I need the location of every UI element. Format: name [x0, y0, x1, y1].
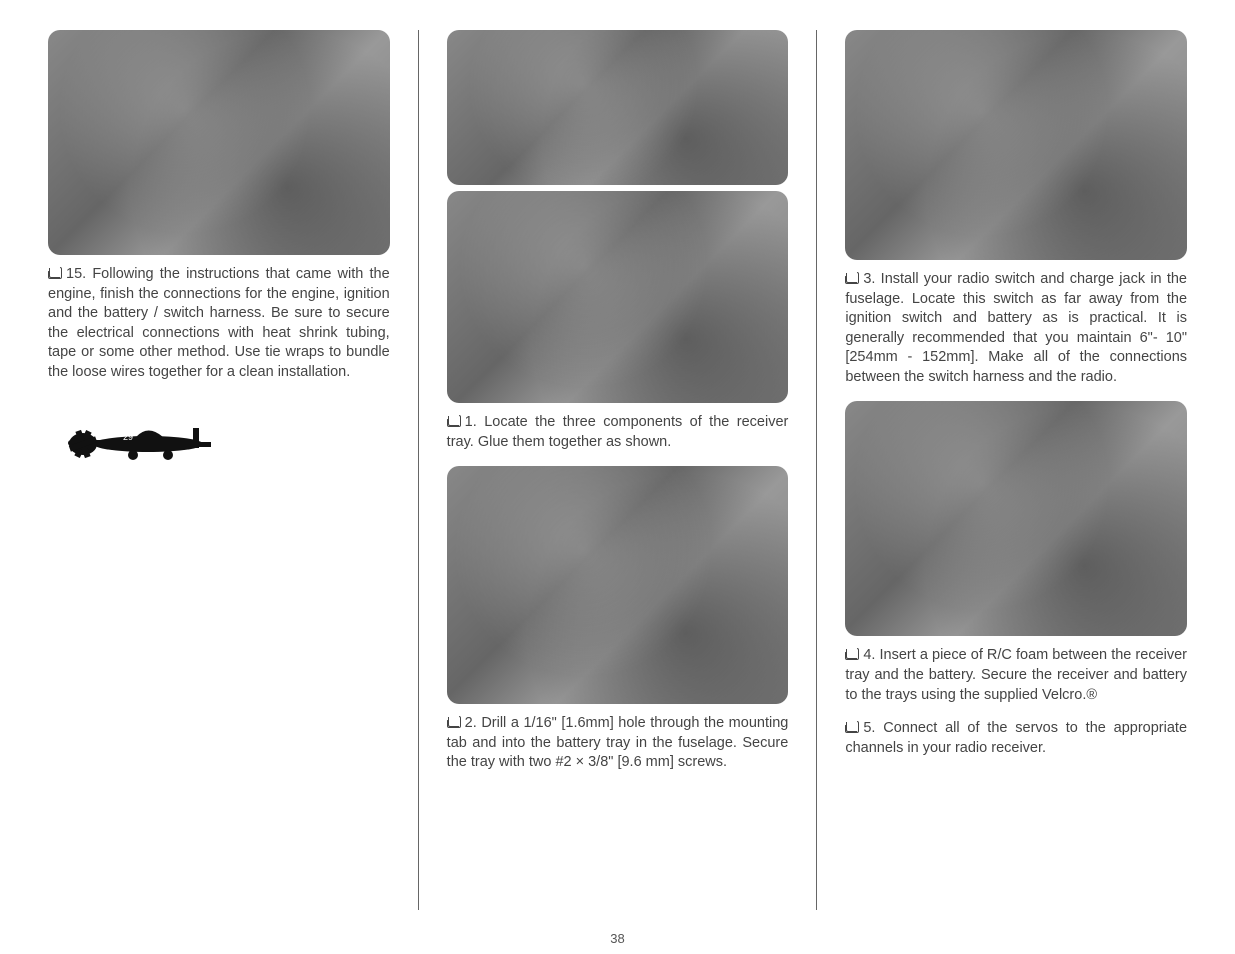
step-4: 4. Insert a piece of R/C foam between th… [845, 646, 1187, 705]
photo-switch-install [845, 30, 1187, 260]
column-3: 3. Install your radio switch and charge … [845, 30, 1187, 910]
checkbox-icon [447, 716, 461, 728]
photo-tray-flat [447, 30, 789, 185]
column-1: 15. Following the instructions that came… [48, 30, 390, 910]
step-5-text: 5. Connect all of the servos to the appr… [845, 720, 1187, 756]
step-1-text: 1. Locate the three components of the re… [447, 414, 789, 450]
step-15-text: 15. Following the instructions that came… [48, 266, 390, 380]
step-5: 5. Connect all of the servos to the appr… [845, 719, 1187, 758]
checkbox-icon [845, 721, 859, 733]
svg-text:29: 29 [123, 432, 133, 442]
column-divider-1 [418, 30, 419, 910]
step-4-text: 4. Insert a piece of R/C foam between th… [845, 647, 1187, 702]
column-2: 1. Locate the three components of the re… [447, 30, 789, 910]
photo-tray-mounted [447, 466, 789, 704]
page-layout: 15. Following the instructions that came… [48, 30, 1187, 910]
checkbox-icon [845, 648, 859, 660]
checkbox-icon [48, 267, 62, 279]
step-15: 15. Following the instructions that came… [48, 265, 390, 382]
checkbox-icon [845, 272, 859, 284]
checkbox-icon [447, 415, 461, 427]
aircraft-silhouette: 29 [48, 404, 218, 479]
photo-receiver-battery [845, 401, 1187, 636]
step-2: 2. Drill a 1/16" [1.6mm] hole through th… [447, 714, 789, 773]
step-3-text: 3. Install your radio switch and charge … [845, 271, 1187, 385]
step-3: 3. Install your radio switch and charge … [845, 270, 1187, 387]
photo-engine-front [48, 30, 390, 255]
photo-tray-assembled [447, 191, 789, 403]
step-1: 1. Locate the three components of the re… [447, 413, 789, 452]
page-number: 38 [610, 931, 624, 946]
column-divider-2 [816, 30, 817, 910]
step-2-text: 2. Drill a 1/16" [1.6mm] hole through th… [447, 715, 789, 770]
